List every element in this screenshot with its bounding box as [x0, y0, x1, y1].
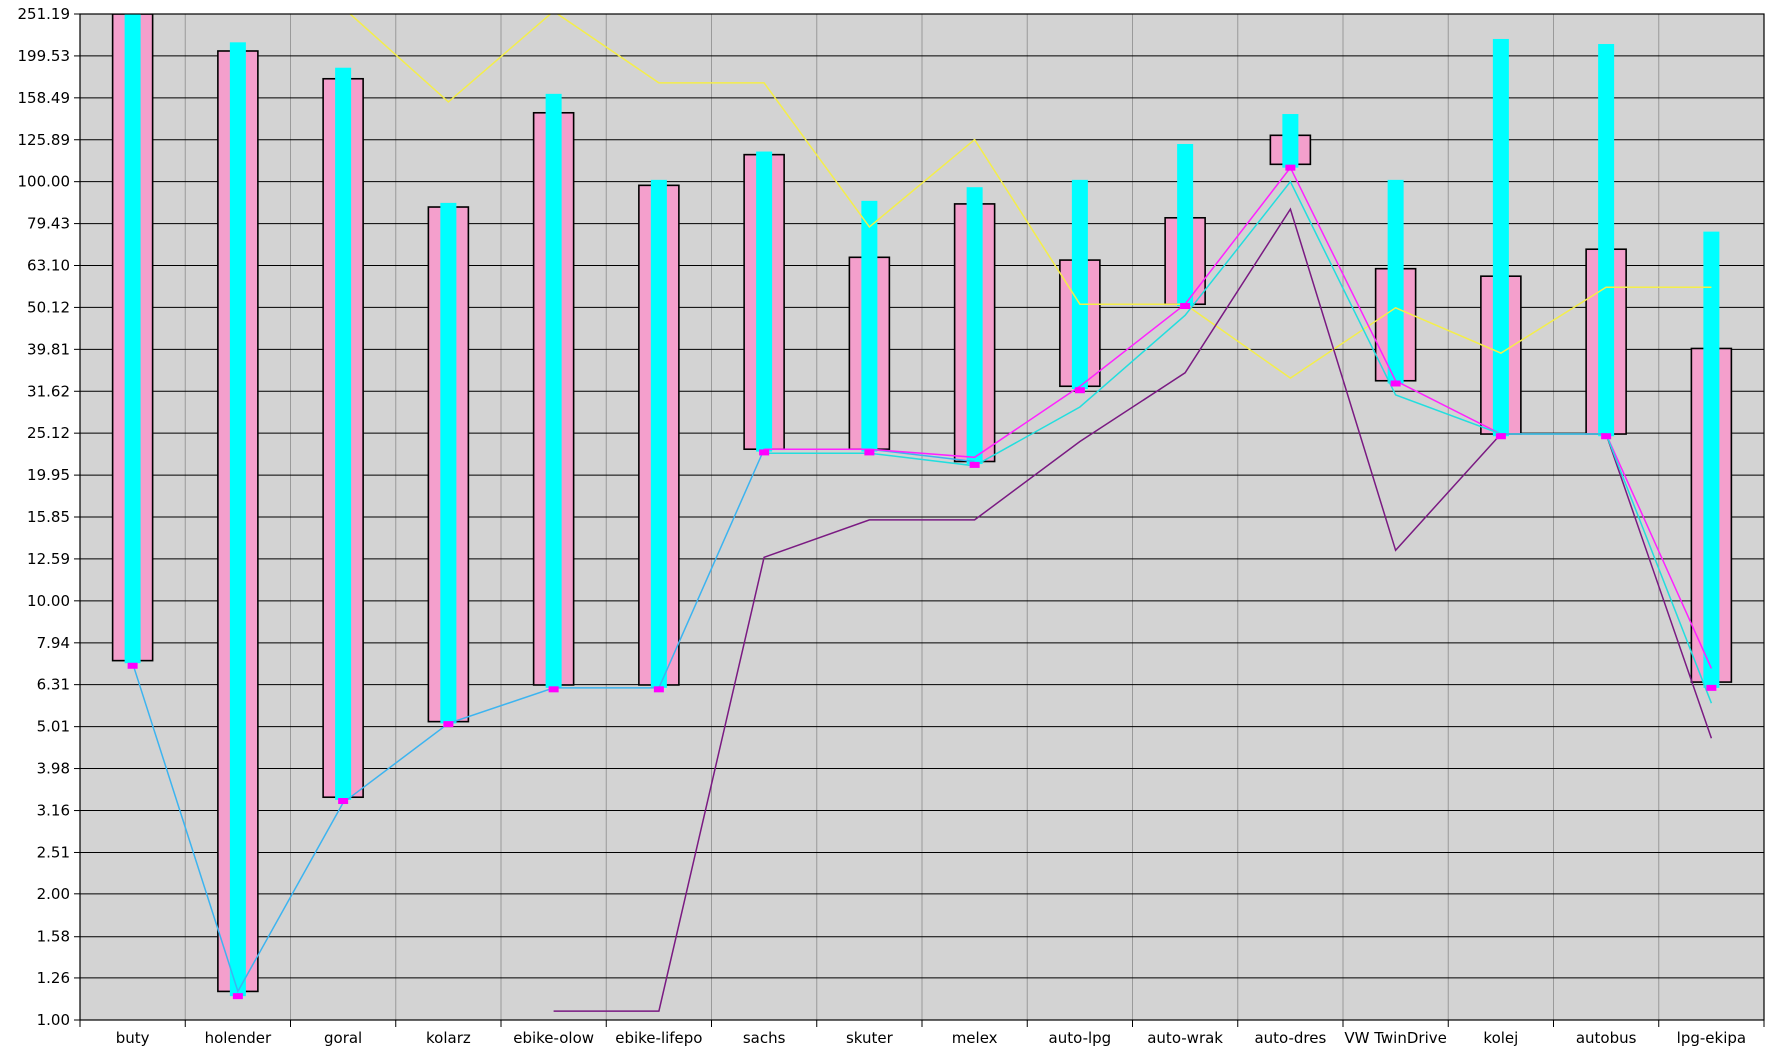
range-bars-layer	[111, 14, 1733, 997]
x-tick-label: buty	[116, 1029, 150, 1047]
x-tick-label: auto-dres	[1254, 1029, 1326, 1047]
inner-bar-8	[966, 187, 983, 465]
marker-0	[127, 662, 138, 669]
marker-5	[653, 686, 664, 693]
axes-layer: 251.19 199.53 158.49 125.89 100.00 79.43 63.10…	[18, 5, 1765, 1047]
y-tick-label: 12.59	[27, 550, 70, 568]
marker-12	[1390, 380, 1401, 387]
y-tick-label: 251.19	[18, 5, 71, 23]
y-tick-label: 10.00	[27, 592, 70, 610]
x-tick-label: autobus	[1576, 1029, 1637, 1047]
x-tick-label: ebike-olow	[513, 1029, 594, 1047]
y-tick-label: 6.31	[37, 676, 70, 694]
marker-9	[1074, 387, 1085, 394]
inner-bar-12	[1387, 179, 1404, 384]
x-tick-label: melex	[952, 1029, 998, 1047]
inner-bar-15	[1703, 231, 1720, 688]
x-tick-label: ebike-lifepo	[615, 1029, 702, 1047]
inner-bar-9	[1071, 179, 1088, 390]
y-tick-label: 31.62	[27, 382, 70, 400]
y-tick-label: 100.00	[18, 173, 71, 191]
inner-bar-11	[1282, 114, 1299, 168]
x-tick-label: goral	[324, 1029, 362, 1047]
inner-bar-10	[1177, 143, 1194, 307]
x-tick-label: lpg-ekipa	[1677, 1029, 1746, 1047]
y-tick-label: 199.53	[18, 47, 71, 65]
inner-bar-1	[229, 42, 246, 997]
y-tick-label: 2.51	[37, 843, 70, 861]
x-tick-label: auto-wrak	[1147, 1029, 1223, 1047]
x-tick-label: sachs	[743, 1029, 786, 1047]
y-tick-label: 3.98	[37, 760, 70, 778]
inner-bar-13	[1492, 38, 1509, 437]
inner-bar-14	[1598, 44, 1615, 437]
x-tick-label: holender	[205, 1029, 272, 1047]
y-tick-label: 15.85	[27, 508, 70, 526]
marker-11	[1285, 164, 1296, 171]
marker-3	[443, 721, 454, 728]
inner-bar-2	[335, 67, 352, 800]
series-line-yellow	[349, 14, 1712, 380]
inner-bar-0	[124, 14, 141, 664]
x-tick-label: skuter	[846, 1029, 894, 1047]
y-tick-label: 50.12	[27, 298, 70, 316]
x-tick-label: VW TwinDrive	[1344, 1029, 1446, 1047]
marker-2	[338, 798, 349, 805]
y-tick-label: 79.43	[27, 215, 70, 233]
marker-6	[759, 449, 770, 456]
y-tick-label: 1.00	[37, 1011, 70, 1029]
y-tick-label: 19.95	[27, 466, 70, 484]
marker-1	[232, 993, 243, 1000]
marker-13	[1495, 433, 1506, 440]
inner-bar-7	[861, 200, 878, 452]
x-tick-label: auto-lpg	[1049, 1029, 1112, 1047]
y-tick-label: 39.81	[27, 340, 70, 358]
y-tick-label: 5.01	[37, 718, 70, 736]
series-line-cyan	[764, 180, 1713, 704]
markers-layer	[127, 164, 1717, 1000]
y-tick-label: 1.26	[37, 969, 70, 987]
y-tick-label: 7.94	[37, 634, 70, 652]
inner-bar-3	[440, 202, 457, 724]
marker-7	[864, 449, 875, 456]
marker-10	[1180, 303, 1191, 310]
x-tick-label: kolarz	[426, 1029, 471, 1047]
y-tick-label: 25.12	[27, 424, 70, 442]
y-tick-label: 158.49	[18, 89, 71, 107]
y-tick-label: 2.00	[37, 885, 70, 903]
marker-15	[1706, 684, 1717, 691]
y-tick-label: 125.89	[18, 131, 71, 149]
inner-bar-6	[756, 151, 773, 452]
marker-4	[548, 686, 559, 693]
y-tick-label: 1.58	[37, 928, 70, 946]
inner-bar-4	[545, 93, 562, 688]
marker-8	[969, 461, 980, 468]
marker-14	[1601, 433, 1612, 440]
y-tick-label: 3.16	[37, 802, 70, 820]
y-tick-label: 63.10	[27, 256, 70, 274]
inner-bar-5	[650, 179, 667, 688]
x-tick-label: kolej	[1483, 1029, 1518, 1047]
